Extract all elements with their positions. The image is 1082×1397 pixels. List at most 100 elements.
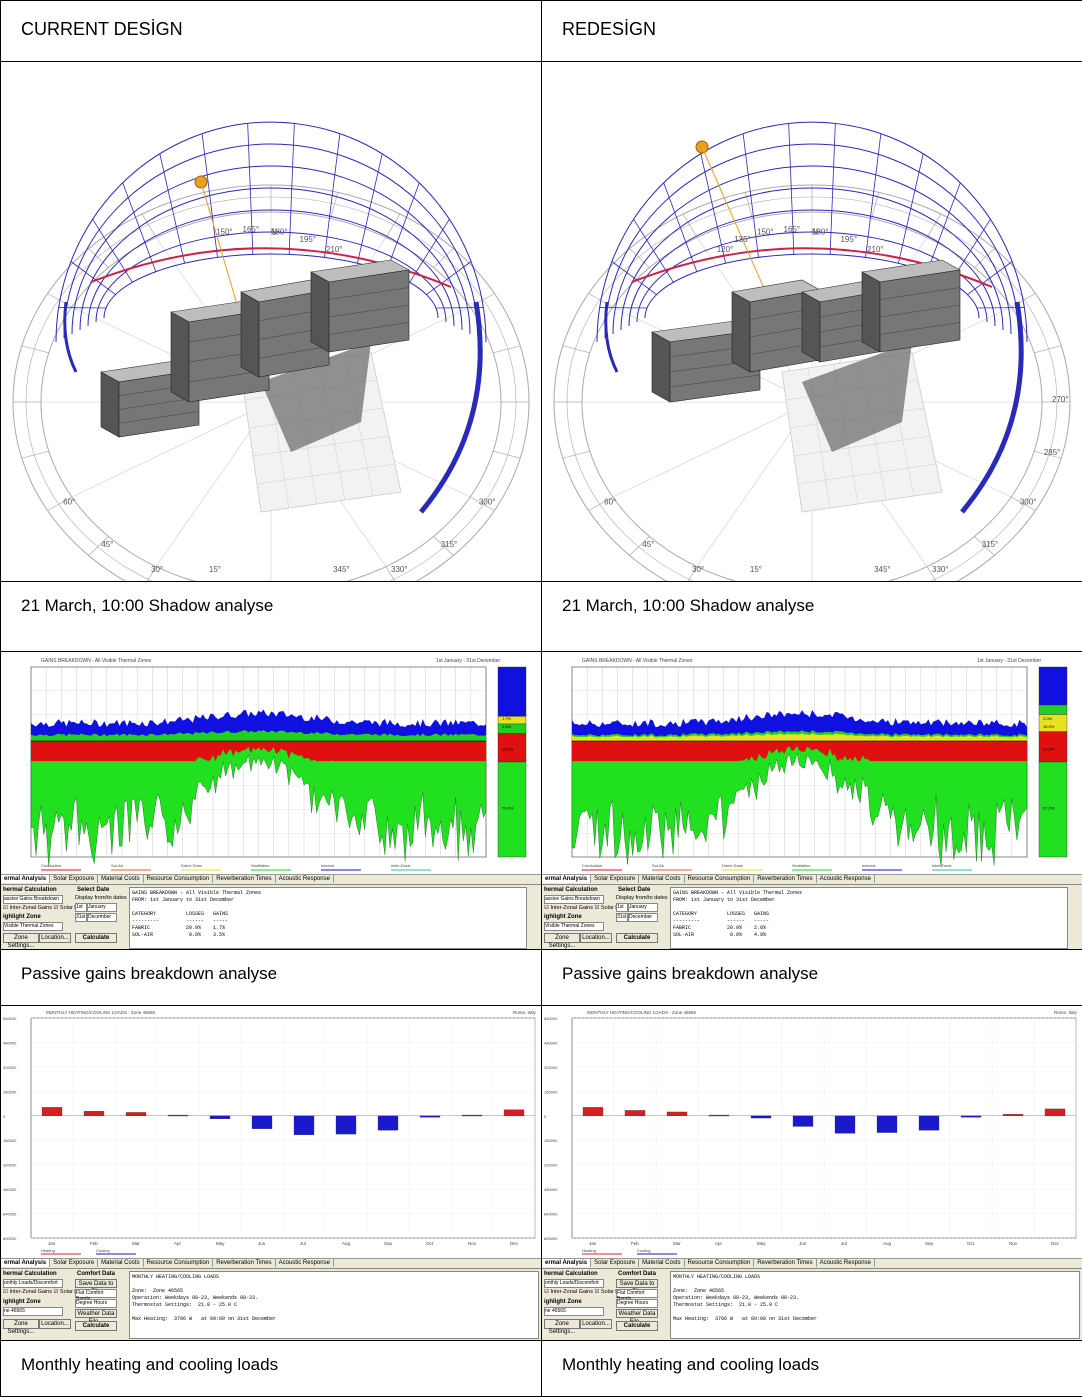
calculate-button[interactable]: Calculate <box>75 933 117 943</box>
tab-reverberation-times[interactable]: Reverberation Times <box>213 875 275 883</box>
highlight-select[interactable]: ne 46565 <box>544 1307 604 1316</box>
azimuth-ray <box>613 402 812 497</box>
tab-solar-exposure[interactable]: Solar Exposure <box>50 1259 98 1267</box>
tab-material-costs[interactable]: Material Costs <box>639 1259 684 1267</box>
bar-cooling <box>877 1116 897 1133</box>
tab-acoustic-response[interactable]: Acoustic Response <box>817 1259 875 1267</box>
calculate-button[interactable]: Calculate <box>616 1321 658 1331</box>
dome-edge <box>65 302 76 372</box>
calc-type-select[interactable]: assive Gains Breakdown <box>3 895 63 904</box>
tab-reverberation-times[interactable]: Reverberation Times <box>213 1259 275 1267</box>
tab-ermal-analysis[interactable]: ermal Analysis <box>1 1259 50 1267</box>
degree-hours-select[interactable]: Degree Hours <box>75 1299 117 1308</box>
tab-acoustic-response[interactable]: Acoustic Response <box>276 1259 334 1267</box>
azimuth-label: N <box>271 228 277 237</box>
bar-heating <box>583 1107 603 1115</box>
monthly-chart: MONTHLY HEATING/COOLING LOADS - Zone 465… <box>1 1006 541 1258</box>
calculate-button[interactable]: Calculate <box>616 933 658 943</box>
highlight-select[interactable]: Visible Thermal Zones <box>544 922 604 931</box>
weather-data-button[interactable]: Weather Data File... <box>75 1309 117 1318</box>
tab-ermal-analysis[interactable]: ermal Analysis <box>542 875 591 883</box>
month-label: Jan <box>48 1241 56 1246</box>
location-button[interactable]: Location... <box>39 933 71 943</box>
tab-acoustic-response[interactable]: Acoustic Response <box>276 875 334 883</box>
y-tick-label: 480000 <box>544 1187 558 1192</box>
zone-settings-button[interactable]: Zone Settings... <box>3 933 39 943</box>
comfort-band-select[interactable]: Flat Comfort Bands <box>616 1289 658 1298</box>
zone-settings-button[interactable]: Zone Settings... <box>544 933 580 943</box>
building-wall <box>652 332 670 402</box>
save-data-button[interactable]: Save Data to File <box>75 1279 117 1288</box>
from-day-select[interactable]: 1st <box>75 903 87 912</box>
tab-reverberation-times[interactable]: Reverberation Times <box>754 1259 816 1267</box>
tab-solar-exposure[interactable]: Solar Exposure <box>591 1259 639 1267</box>
to-month-select[interactable]: December <box>87 913 117 922</box>
highlight-title: ighlight Zone <box>544 1299 582 1305</box>
tab-material-costs[interactable]: Material Costs <box>98 1259 143 1267</box>
tab-acoustic-response[interactable]: Acoustic Response <box>817 875 875 883</box>
month-label: Mar <box>673 1241 681 1246</box>
ground-tick <box>630 249 650 268</box>
save-data-button[interactable]: Save Data to File <box>616 1279 658 1288</box>
tab-reverberation-times[interactable]: Reverberation Times <box>754 875 816 883</box>
calc-type-select[interactable]: onthly Loads/Discomfort <box>544 1279 604 1288</box>
bar-heating <box>504 1110 524 1116</box>
gains-output-content: GAINS BREAKDOWN - All Visible Thermal Zo… <box>132 890 261 939</box>
y-tick-label: 800000 <box>3 1236 17 1241</box>
monthly-chart-title: MONTHLY HEATING/COOLING LOADS - Zone 465… <box>587 1010 697 1015</box>
month-label: Nov <box>468 1241 477 1246</box>
to-day-select[interactable]: 31st <box>616 913 628 922</box>
ground-tick <box>89 249 109 268</box>
legend-label: Ventilation <box>792 863 810 868</box>
to-day-select[interactable]: 31st <box>75 913 87 922</box>
calc-type-select[interactable]: assive Gains Breakdown <box>544 895 604 904</box>
bar-cooling <box>336 1116 356 1134</box>
calc-type-select[interactable]: onthly Loads/Discomfort <box>3 1279 63 1288</box>
month-label: Jun <box>799 1241 807 1246</box>
dome-edge <box>962 302 1021 512</box>
bar-cooling <box>252 1116 272 1129</box>
zone-settings-button[interactable]: Zone Settings... <box>3 1319 39 1329</box>
comfort-band-select[interactable]: Flat Comfort Bands <box>75 1289 117 1298</box>
to-month-select[interactable]: December <box>628 913 658 922</box>
building-wall <box>241 292 259 377</box>
tab-solar-exposure[interactable]: Solar Exposure <box>50 875 98 883</box>
tab-solar-exposure[interactable]: Solar Exposure <box>591 875 639 883</box>
zone-settings-button[interactable]: Zone Settings... <box>544 1319 580 1329</box>
location-button[interactable]: Location... <box>39 1319 71 1329</box>
chart-title: GAINS BREAKDOWN - All Visible Thermal Zo… <box>41 658 152 664</box>
bar-cooling <box>793 1116 813 1127</box>
from-month-select[interactable]: January <box>87 903 117 912</box>
calculate-button[interactable]: Calculate <box>75 1321 117 1331</box>
tab-resource-consumption[interactable]: Resource Consumption <box>144 1259 214 1267</box>
y-tick-label: 320000 <box>544 1065 558 1070</box>
building-wall <box>802 292 820 362</box>
tab-material-costs[interactable]: Material Costs <box>639 875 684 883</box>
azimuth-label: 270° <box>1052 395 1069 404</box>
breakdown-segment <box>1039 667 1067 705</box>
ground-tick <box>493 346 520 353</box>
month-label: Aug <box>342 1241 351 1246</box>
tab-resource-consumption[interactable]: Resource Consumption <box>144 875 214 883</box>
y-tick-label: 0 <box>544 1114 547 1119</box>
azimuth-label: 300° <box>1020 498 1037 507</box>
location-button[interactable]: Location... <box>580 933 612 943</box>
degree-hours-select[interactable]: Degree Hours <box>616 1299 658 1308</box>
location-button[interactable]: Location... <box>580 1319 612 1329</box>
tab-resource-consumption[interactable]: Resource Consumption <box>685 875 755 883</box>
tab-resource-consumption[interactable]: Resource Consumption <box>685 1259 755 1267</box>
highlight-select[interactable]: ne 46565 <box>3 1307 63 1316</box>
month-label: Apr <box>174 1241 182 1246</box>
weather-data-button[interactable]: Weather Data File... <box>616 1309 658 1318</box>
azimuth-label: 285° <box>1044 448 1061 457</box>
tab-ermal-analysis[interactable]: ermal Analysis <box>1 875 50 883</box>
bar-heating <box>126 1112 146 1115</box>
month-label: Aug <box>883 1241 892 1246</box>
highlight-select[interactable]: Visible Thermal Zones <box>3 922 63 931</box>
tab-ermal-analysis[interactable]: ermal Analysis <box>542 1259 591 1267</box>
from-month-select[interactable]: January <box>628 903 658 912</box>
y-tick-label: 480000 <box>544 1040 558 1045</box>
tab-material-costs[interactable]: Material Costs <box>98 875 143 883</box>
from-day-select[interactable]: 1st <box>616 903 628 912</box>
